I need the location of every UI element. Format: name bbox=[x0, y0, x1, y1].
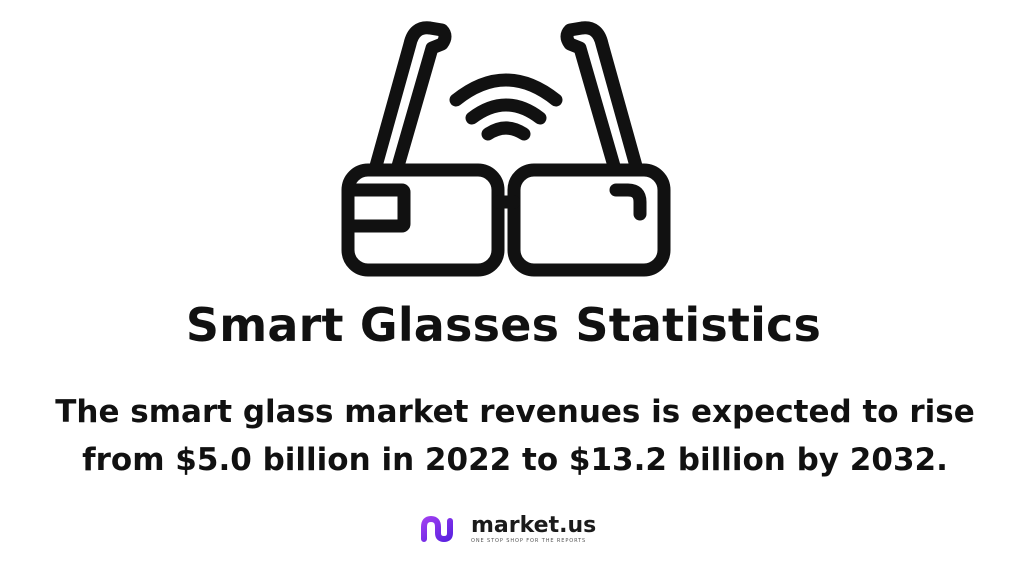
statistic-description: The smart glass market revenues is expec… bbox=[0, 388, 1030, 484]
market-us-logo-icon bbox=[421, 515, 463, 543]
left-temple-arm bbox=[369, 21, 452, 173]
right-temple-arm bbox=[560, 21, 643, 173]
page-title: Smart Glasses Statistics bbox=[185, 298, 822, 352]
description-line-2: from $5.0 billion in 2022 to $13.2 billi… bbox=[82, 442, 948, 478]
brand-name: market.us bbox=[471, 512, 597, 538]
lens-reflection bbox=[609, 183, 647, 221]
signal-arc-outer bbox=[449, 73, 563, 107]
smart-glasses-icon bbox=[341, 21, 671, 277]
right-lens bbox=[507, 163, 671, 277]
signal-arc-middle bbox=[465, 98, 547, 125]
signal-arc-inner bbox=[481, 121, 531, 141]
description-line-1: The smart glass market revenues is expec… bbox=[55, 394, 975, 430]
brand-text: market.us ONE STOP SHOP FOR THE REPORTS bbox=[471, 512, 597, 545]
brand-tagline: ONE STOP SHOP FOR THE REPORTS bbox=[471, 537, 587, 544]
display-module bbox=[341, 183, 411, 233]
brand-logo: market.us ONE STOP SHOP FOR THE REPORTS bbox=[419, 511, 596, 547]
